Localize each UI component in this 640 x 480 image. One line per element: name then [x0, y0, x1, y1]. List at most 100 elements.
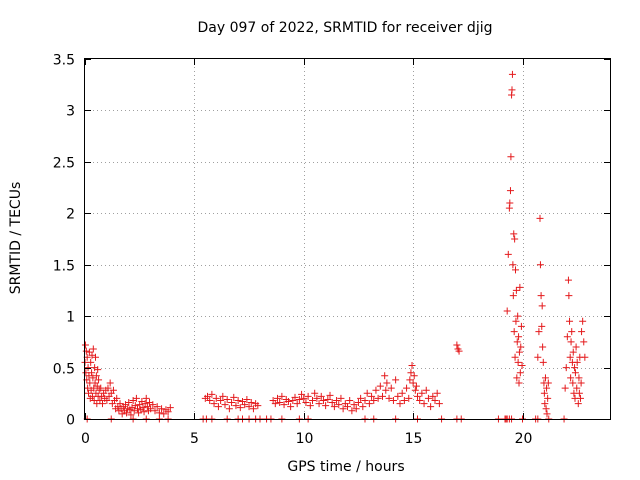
data-point — [326, 391, 334, 399]
data-point — [350, 401, 358, 409]
data-point — [567, 338, 575, 346]
data-point — [567, 374, 575, 382]
data-point — [573, 384, 581, 392]
y-tick-label: 2.5 — [53, 156, 75, 172]
data-point — [127, 411, 135, 419]
data-point — [106, 379, 114, 387]
data-point — [304, 392, 312, 400]
data-point — [333, 396, 341, 404]
data-point — [243, 395, 251, 403]
data-point — [429, 392, 437, 400]
data-point — [507, 153, 515, 161]
data-points — [81, 70, 589, 423]
data-point — [535, 328, 543, 336]
data-point — [346, 396, 354, 404]
data-point — [365, 400, 373, 408]
data-point — [383, 379, 391, 387]
data-point — [328, 399, 336, 407]
data-point — [219, 392, 227, 400]
y-tick-label: 2 — [66, 207, 75, 223]
data-point — [372, 386, 380, 394]
data-point — [538, 302, 546, 310]
data-point — [322, 402, 330, 410]
data-point — [147, 405, 155, 413]
data-point — [139, 404, 147, 412]
data-point — [271, 400, 279, 408]
data-point — [455, 347, 463, 355]
data-point — [510, 328, 518, 336]
data-point — [504, 250, 512, 258]
data-point — [109, 386, 117, 394]
data-point — [414, 392, 421, 400]
data-point — [506, 187, 514, 195]
data-point — [517, 322, 525, 330]
data-point — [166, 404, 174, 412]
data-point — [151, 407, 159, 415]
data-point — [278, 392, 286, 400]
data-point — [368, 392, 376, 400]
data-point — [291, 393, 299, 401]
data-point — [81, 341, 89, 349]
data-point — [164, 408, 172, 416]
data-point — [330, 403, 338, 411]
data-point — [508, 86, 516, 94]
data-point — [579, 317, 587, 325]
data-point — [276, 399, 284, 407]
data-point — [142, 394, 150, 402]
data-point — [396, 400, 404, 408]
data-point — [149, 401, 157, 409]
data-point — [94, 366, 102, 374]
data-point — [565, 292, 573, 300]
data-point — [431, 396, 439, 404]
data-point — [503, 307, 511, 315]
data-point — [515, 348, 523, 356]
data-point — [581, 353, 589, 361]
data-point — [453, 341, 461, 349]
data-point — [508, 70, 516, 78]
data-point — [84, 364, 92, 372]
data-point — [254, 402, 262, 410]
data-point — [228, 399, 236, 407]
data-point — [357, 394, 365, 402]
data-point — [536, 261, 544, 269]
data-point — [573, 358, 581, 366]
data-point — [518, 362, 526, 370]
data-point — [125, 399, 133, 407]
data-point — [427, 403, 435, 411]
data-point — [515, 333, 523, 341]
data-point — [280, 401, 288, 409]
data-point — [210, 400, 218, 408]
data-point — [352, 405, 360, 413]
data-point — [245, 403, 253, 411]
data-point — [403, 384, 411, 392]
data-point — [123, 409, 131, 417]
data-point — [541, 374, 549, 382]
y-tick-label: 1 — [66, 310, 75, 326]
data-point — [306, 402, 314, 410]
data-point — [509, 261, 517, 269]
data-point — [418, 389, 426, 397]
data-point — [408, 362, 416, 370]
x-tick-label: 10 — [296, 431, 314, 447]
data-point — [221, 401, 229, 409]
data-point — [572, 343, 580, 351]
axis-ticks: 0 0.5 1 1.5 2 2.5 3 3.5 0 5 10 15 20 — [53, 53, 610, 447]
data-point — [506, 199, 514, 207]
y-tick-label: 1.5 — [53, 259, 75, 275]
x-tick-label: 20 — [515, 431, 533, 447]
data-point — [512, 286, 520, 294]
chart-title: Day 097 of 2022, SRMTID for receiver dji… — [198, 20, 493, 36]
data-point — [394, 392, 402, 400]
data-point — [569, 379, 577, 387]
data-point — [389, 396, 397, 404]
data-point — [511, 235, 519, 243]
data-point — [361, 396, 369, 404]
data-point — [158, 405, 166, 413]
data-point — [569, 348, 577, 356]
data-point — [422, 386, 430, 394]
data-point — [510, 230, 518, 238]
data-point — [571, 364, 579, 372]
data-point — [435, 400, 443, 408]
data-point — [363, 389, 371, 397]
data-point — [516, 283, 524, 291]
